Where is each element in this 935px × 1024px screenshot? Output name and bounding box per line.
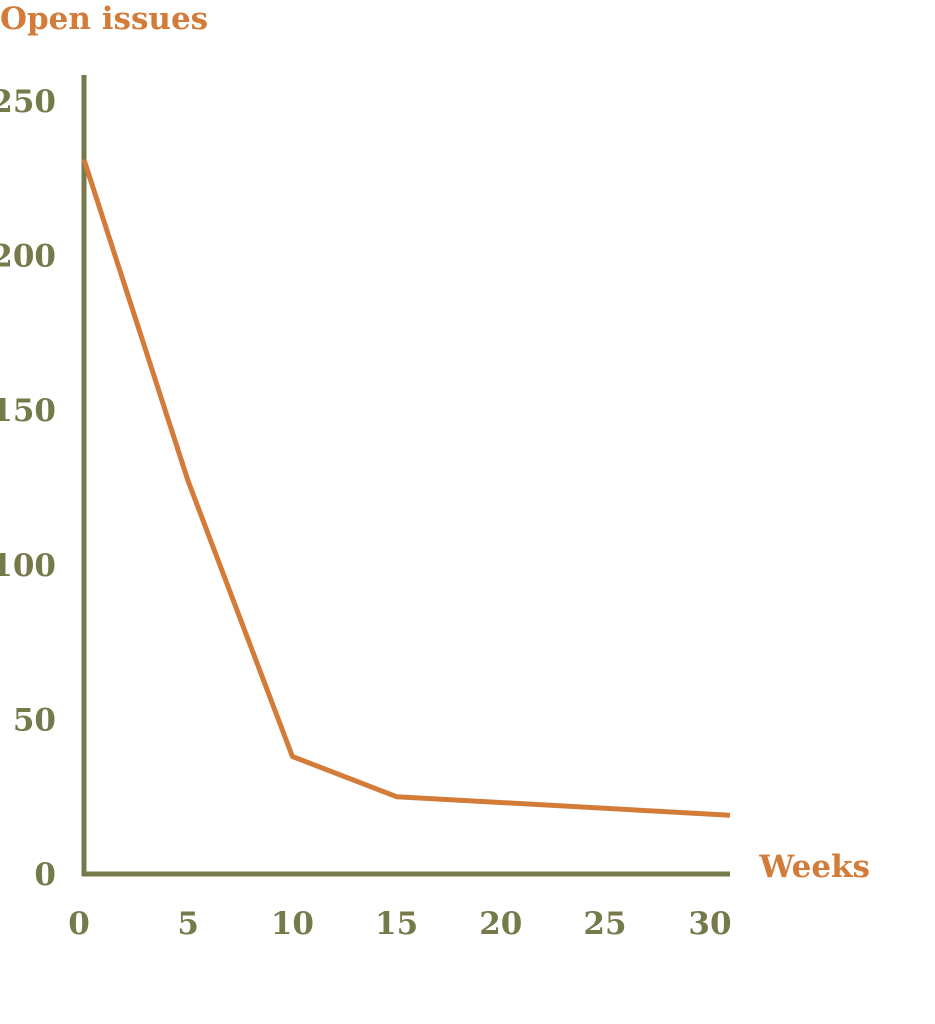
x-tick-label: 15	[375, 906, 418, 942]
y-tick-label: 200	[0, 239, 56, 275]
x-tick-labels: 0 5 10 15 20 25 30	[68, 906, 731, 942]
y-tick-label: 50	[13, 702, 56, 738]
x-tick-label: 5	[177, 906, 199, 942]
y-tick-label: 0	[34, 857, 56, 893]
x-axis-title: Weeks	[758, 849, 870, 885]
y-tick-label: 150	[0, 393, 56, 429]
x-tick-label: 30	[688, 906, 731, 942]
series-line	[81, 158, 731, 818]
y-tick-label: 100	[0, 548, 56, 584]
x-tick-label: 10	[271, 906, 314, 942]
x-tick-label: 0	[68, 906, 90, 942]
y-tick-label: 250	[0, 84, 56, 120]
x-tick-label: 20	[479, 906, 522, 942]
y-axis-title: Open issues	[0, 1, 208, 37]
x-tick-label: 25	[583, 906, 626, 942]
y-tick-labels: 0 50 100 150 200 250	[0, 84, 56, 893]
